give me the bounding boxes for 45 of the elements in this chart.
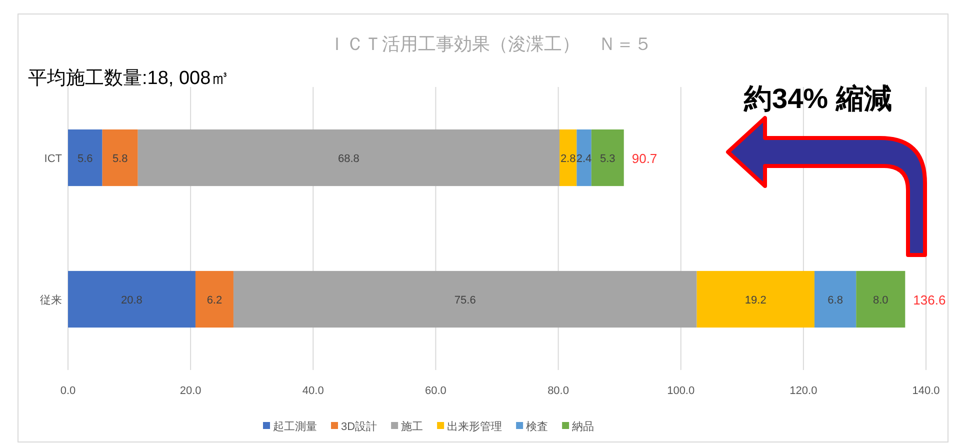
x-tick-label: 120.0 — [790, 385, 818, 397]
data-label: 68.8 — [338, 152, 360, 165]
legend-label: 起工測量 — [273, 421, 317, 433]
chart-title: ＩＣＴ活用工事効果（浚渫工） Ｎ＝５ — [328, 34, 652, 54]
y-tick-label: 従来 — [40, 293, 62, 306]
bar — [591, 129, 624, 186]
x-tick-label: 80.0 — [548, 385, 569, 397]
bar — [102, 129, 138, 186]
legend-label: 3D設計 — [341, 420, 378, 433]
data-label: 20.8 — [121, 294, 142, 306]
annotation: 平均施工数量:18, 008㎥ — [28, 68, 230, 89]
bar — [576, 129, 592, 186]
x-tick-label: 140.0 — [912, 385, 940, 397]
bar — [856, 270, 906, 328]
bar — [68, 129, 102, 186]
legend-label: 出来形管理 — [447, 420, 502, 433]
legend-label: 施工 — [401, 420, 424, 433]
bar — [195, 270, 234, 328]
data-label: 6.2 — [206, 294, 222, 306]
x-tick-label: 20.0 — [180, 385, 202, 397]
bar — [233, 270, 697, 328]
legend-label: 検査 — [526, 420, 548, 433]
data-label: 6.8 — [828, 294, 843, 306]
data-label: 5.8 — [112, 152, 128, 165]
data-label: 2.4 — [576, 152, 592, 165]
x-tick-label: 40.0 — [302, 385, 324, 397]
legend-label: 納品 — [572, 421, 594, 433]
data-label: 5.3 — [600, 152, 616, 165]
bar — [560, 129, 577, 186]
total-label: 136.6 — [913, 292, 946, 308]
y-tick-label: ICT — [44, 152, 62, 165]
bar — [138, 129, 560, 186]
x-tick-label: 60.0 — [425, 385, 446, 397]
bar — [696, 270, 814, 328]
data-label: 19.2 — [744, 294, 766, 306]
x-tick-label: 100.0 — [667, 385, 695, 397]
bar — [814, 270, 856, 328]
data-label: 75.6 — [454, 294, 476, 306]
total-label: 90.7 — [632, 150, 658, 166]
annotation: 約34% 縮減 — [743, 83, 892, 114]
data-label: 8.0 — [873, 294, 888, 306]
data-label: 5.6 — [78, 152, 93, 165]
data-label: 2.8 — [560, 152, 576, 165]
x-tick-label: 0.0 — [60, 385, 76, 397]
bar — [68, 270, 196, 328]
